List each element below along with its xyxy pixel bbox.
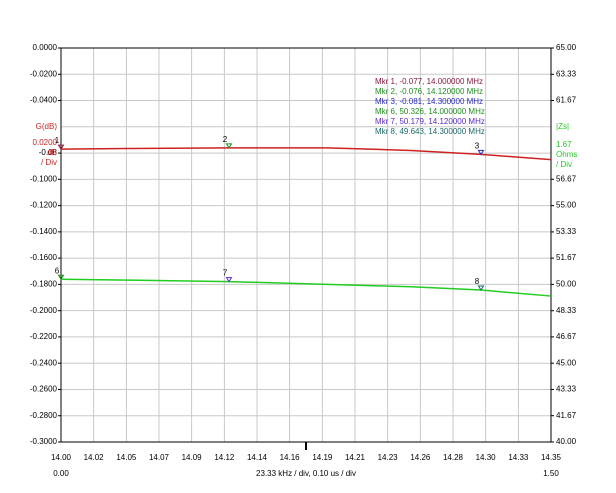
marker-label: 6 [55, 266, 60, 275]
y2-tick-label: 50.00 [556, 280, 577, 289]
marker-legend: Mkr 7, 50.179, 14.120000 MHz [375, 117, 485, 126]
y-axis-label: 0.0200 [33, 138, 58, 147]
marker [477, 285, 485, 291]
x-tick-label: 14.33 [508, 453, 529, 462]
y-axis-label: dB [47, 148, 57, 157]
marker-label: 3 [475, 141, 480, 150]
y-tick-label: -0.1200 [30, 201, 58, 210]
y2-tick-label: 45.00 [556, 358, 577, 367]
marker-label: 7 [223, 269, 228, 278]
y2-tick-label: 40.00 [556, 437, 577, 446]
x-tick-label: 14.23 [378, 453, 399, 462]
marker-legend: Mkr 8, 49.643, 14.300000 MHz [375, 127, 485, 136]
x-tick-label: 14.12 [214, 453, 235, 462]
y2-axis-label: / Div [556, 160, 572, 169]
y2-tick-label: 41.67 [556, 411, 577, 420]
y2-tick-label: 56.67 [556, 174, 577, 183]
y-tick-label: -0.1600 [30, 253, 58, 262]
x-tick-label: 14.30 [476, 453, 497, 462]
y-tick-label: -0.1400 [30, 227, 58, 236]
marker-label: 2 [223, 135, 228, 144]
y2-axis-label: Ohms [556, 150, 577, 159]
x-tick-label: 14.16 [280, 453, 301, 462]
x-tick-label: 14.19 [312, 453, 333, 462]
y-tick-label: -0.0200 [30, 69, 58, 78]
y-axis-label: G(dB) [36, 122, 58, 131]
x-tick-label: 14.05 [116, 453, 137, 462]
y2-tick-label: 51.67 [556, 253, 577, 262]
y-tick-label: -0.2800 [30, 411, 58, 420]
y2-tick-label: 65.00 [556, 43, 577, 52]
y2-tick-label: 55.00 [556, 201, 577, 210]
marker [477, 149, 485, 156]
y-tick-label: -0.0400 [30, 96, 58, 105]
y2-tick-label: 48.33 [556, 306, 577, 315]
marker-legend: Mkr 6, 50.326, 14.000000 MHz [375, 107, 485, 116]
y2-tick-label: 61.67 [556, 96, 577, 105]
y2-axis-label: |Zs| [556, 122, 569, 131]
x-tick-label: 14.09 [182, 453, 203, 462]
marker [225, 143, 233, 149]
x-tick-label: 14.14 [247, 453, 268, 462]
y-tick-label: -0.2600 [30, 385, 58, 394]
y-tick-label: -0.08 [39, 148, 58, 157]
marker-legend: Mkr 2, -0.076, 14.120000 MHz [375, 87, 483, 96]
y-tick-label: -0.1000 [30, 174, 58, 183]
x-tick-label: 14.35 [541, 453, 562, 462]
time-label: 0.00 [53, 469, 69, 478]
y2-tick-label: 43.33 [556, 385, 577, 394]
x-axis-label: 23.33 kHz / div, 0.10 us / div [256, 469, 356, 478]
marker [57, 144, 65, 151]
y-tick-label: 0.0000 [33, 43, 58, 52]
y-tick-label: -0.2200 [30, 332, 58, 341]
marker-label: 8 [475, 277, 480, 286]
x-tick-label: 14.28 [443, 453, 464, 462]
y-tick-label: -0.2400 [30, 358, 58, 367]
marker [225, 277, 233, 283]
y-tick-label: -0.1800 [30, 280, 58, 289]
y-axis-label: / Div [41, 158, 57, 167]
y2-tick-label: 46.67 [556, 332, 577, 341]
marker [57, 274, 65, 281]
y2-tick-label: 63.33 [556, 69, 577, 78]
y2-tick-label: 53.33 [556, 227, 577, 236]
x-tick-label: 14.02 [84, 453, 105, 462]
marker-legend: Mkr 3, -0.081, 14.300000 MHz [375, 97, 483, 106]
marker-legend: Mkr 1, -0.077, 14.000000 MHz [375, 77, 483, 86]
x-tick-label: 14.21 [345, 453, 366, 462]
x-tick-label: 14.26 [410, 453, 431, 462]
y-tick-label: -0.3000 [30, 437, 58, 446]
y2-axis-label: 1.67 [556, 140, 572, 149]
x-tick-label: 14.00 [51, 453, 72, 462]
x-tick-label: 14.07 [149, 453, 170, 462]
marker-label: 1 [55, 136, 60, 145]
y-tick-label: -0.2000 [30, 306, 58, 315]
time-label: 1.50 [543, 469, 559, 478]
